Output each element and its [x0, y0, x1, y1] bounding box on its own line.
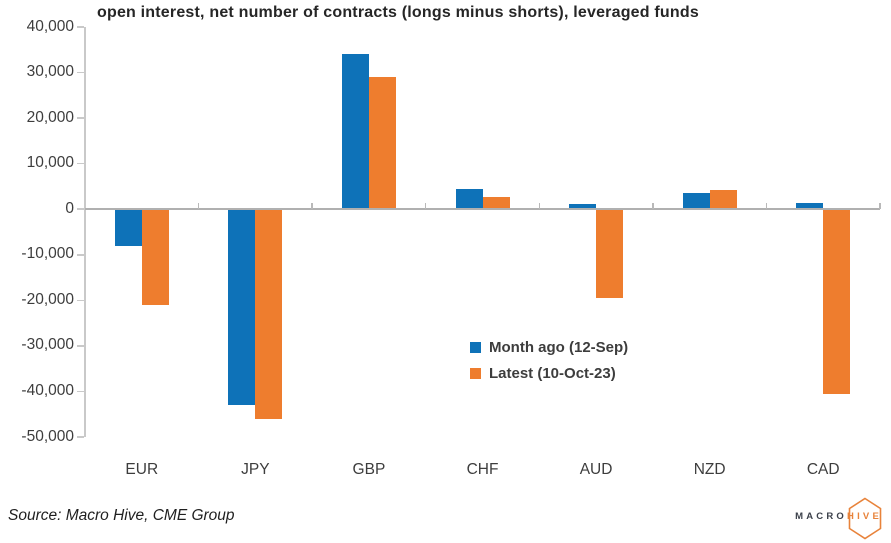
y-axis-tick — [77, 299, 84, 302]
bar-jpy-latest — [255, 209, 283, 419]
x-axis-boundary-tick — [424, 203, 427, 210]
legend-item: Latest (10-Oct-23) — [470, 365, 628, 382]
x-axis-boundary-tick — [538, 203, 541, 210]
x-axis-category-label: NZD — [693, 461, 726, 478]
bar-aud-month-ago — [569, 203, 597, 210]
legend-label: Latest (10-Oct-23) — [489, 365, 616, 382]
bar-jpy-month-ago — [228, 209, 256, 406]
y-axis-tick-label: 40,000 — [26, 17, 74, 35]
bar-chf-month-ago — [455, 188, 483, 210]
x-axis-category-label: CHF — [466, 461, 499, 478]
y-axis-tick-label: -40,000 — [21, 381, 74, 399]
y-axis-tick — [77, 436, 84, 438]
plot-area: Month ago (12-Sep) Latest (10-Oct-23) — [77, 26, 881, 438]
x-axis-category-label: EUR — [125, 461, 159, 478]
x-axis-category-label: CAD — [806, 461, 840, 478]
y-axis-tick — [77, 71, 84, 74]
y-axis-line — [84, 27, 86, 437]
y-axis-tick-label: 30,000 — [26, 63, 74, 81]
x-axis-boundary-tick — [879, 203, 881, 210]
bar-gbp-latest — [368, 77, 396, 210]
y-axis-tick — [77, 162, 84, 165]
x-axis-category-label: GBP — [352, 461, 386, 478]
macrohive-hexagon-icon — [848, 497, 882, 540]
legend-swatch-icon — [470, 368, 481, 379]
y-axis-tick-label: -30,000 — [21, 336, 74, 354]
legend-item: Month ago (12-Sep) — [470, 339, 628, 356]
bar-cad-latest — [823, 209, 851, 394]
y-axis-tick — [77, 254, 84, 256]
macrohive-logo: MACRO HIVE — [795, 511, 882, 522]
y-axis-tick — [77, 390, 84, 393]
y-axis-tick-label: 0 — [65, 199, 74, 217]
source-note: Source: Macro Hive, CME Group — [8, 507, 235, 524]
logo-macro-text: MACRO — [795, 511, 848, 522]
bar-eur-latest — [141, 209, 169, 305]
x-axis-boundary-tick — [652, 203, 654, 210]
bar-aud-latest — [596, 209, 624, 299]
legend-label: Month ago (12-Sep) — [489, 339, 629, 356]
bar-gbp-month-ago — [341, 54, 369, 210]
zero-axis-line — [85, 208, 880, 210]
y-axis-tick — [77, 117, 84, 119]
y-axis-tick-label: -10,000 — [21, 245, 74, 263]
x-axis-category-label: AUD — [579, 461, 613, 478]
x-axis-boundary-tick — [311, 203, 313, 210]
legend: Month ago (12-Sep) Latest (10-Oct-23) — [470, 339, 628, 382]
y-axis-tick — [77, 208, 84, 210]
x-axis-boundary-tick — [765, 203, 768, 210]
x-axis-boundary-tick — [197, 203, 200, 210]
bar-nzd-latest — [709, 189, 737, 210]
y-axis-tick — [77, 26, 84, 28]
x-axis-category-label: JPY — [241, 461, 270, 478]
bar-cad-month-ago — [796, 203, 824, 210]
y-axis-tick-label: 20,000 — [26, 108, 74, 126]
logo-hive-text: HIVE — [847, 511, 882, 522]
bar-chf-latest — [482, 196, 510, 210]
y-axis-tick-label: -20,000 — [21, 290, 74, 308]
y-axis-tick — [77, 345, 84, 347]
y-axis-tick-label: -50,000 — [21, 427, 74, 445]
y-axis-tick-label: 10,000 — [26, 154, 74, 172]
bar-nzd-month-ago — [682, 192, 710, 210]
chart-title: open interest, net number of contracts (… — [97, 4, 699, 21]
bar-eur-month-ago — [114, 209, 142, 246]
legend-swatch-icon — [470, 342, 481, 353]
